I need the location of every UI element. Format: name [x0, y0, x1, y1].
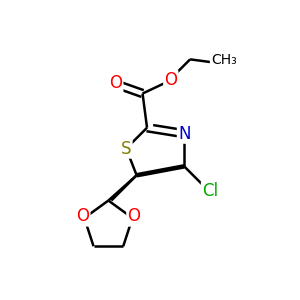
Text: S: S: [121, 140, 131, 158]
Text: O: O: [128, 208, 140, 226]
Text: O: O: [164, 71, 177, 89]
Text: O: O: [76, 208, 89, 226]
Text: N: N: [178, 125, 190, 143]
Text: Cl: Cl: [202, 182, 218, 200]
Text: O: O: [109, 74, 122, 92]
Text: CH₃: CH₃: [211, 53, 237, 67]
